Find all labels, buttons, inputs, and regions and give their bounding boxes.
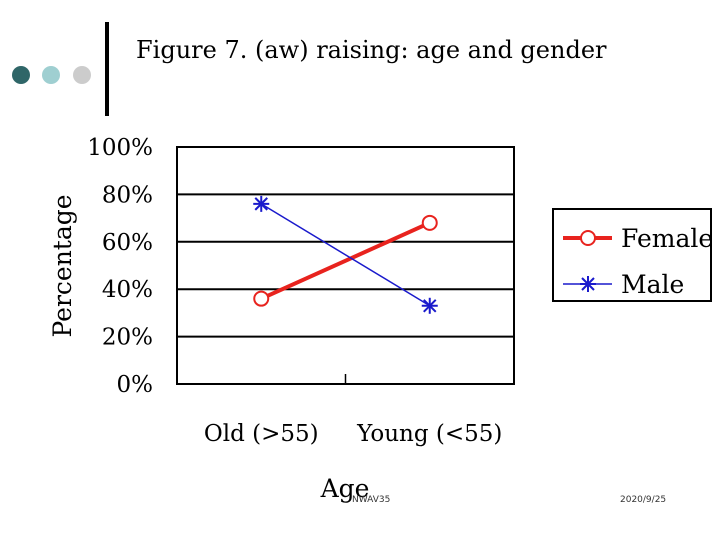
footer-left: NWAV35 xyxy=(352,495,391,505)
x-tick-label: Old (>55) xyxy=(204,421,319,447)
y-axis-ticks: 0% 20% 40% 60% 80% 100% xyxy=(87,135,153,398)
y-tick-label: 60% xyxy=(102,230,153,256)
series xyxy=(253,195,438,314)
decor-dot-2 xyxy=(42,66,60,84)
plot-frame xyxy=(176,146,515,385)
y-tick-label: 80% xyxy=(102,182,153,208)
legend-label: Male xyxy=(621,270,684,299)
data-point xyxy=(421,214,438,231)
data-point xyxy=(580,230,596,246)
legend: Female Male xyxy=(552,208,713,302)
series-line-female xyxy=(260,221,431,301)
decor-dot-1 xyxy=(12,66,30,84)
y-tick-label: 100% xyxy=(87,135,153,161)
x-tick-label: Young (<55) xyxy=(356,421,502,447)
footer-date: 2020/9/25 xyxy=(620,495,667,505)
data-point xyxy=(253,195,270,212)
y-axis-label: Percentage xyxy=(48,194,77,337)
data-point xyxy=(253,290,270,307)
grid-lines xyxy=(177,193,514,338)
legend-label: Female xyxy=(621,224,713,253)
series-line-male xyxy=(260,203,431,307)
decor-dot-3 xyxy=(73,66,91,84)
y-tick-label: 0% xyxy=(117,372,154,398)
y-tick-label: 20% xyxy=(102,325,153,351)
data-point xyxy=(580,276,596,292)
data-point xyxy=(421,297,438,314)
y-tick-label: 40% xyxy=(102,277,153,303)
legend-box xyxy=(552,208,712,302)
x-axis-ticks: Old (>55) Young (<55) xyxy=(204,374,502,447)
x-axis-label: Age xyxy=(320,474,370,503)
title-divider xyxy=(105,22,109,116)
slide-title: Figure 7. (aw) raising: age and gender xyxy=(136,36,607,64)
